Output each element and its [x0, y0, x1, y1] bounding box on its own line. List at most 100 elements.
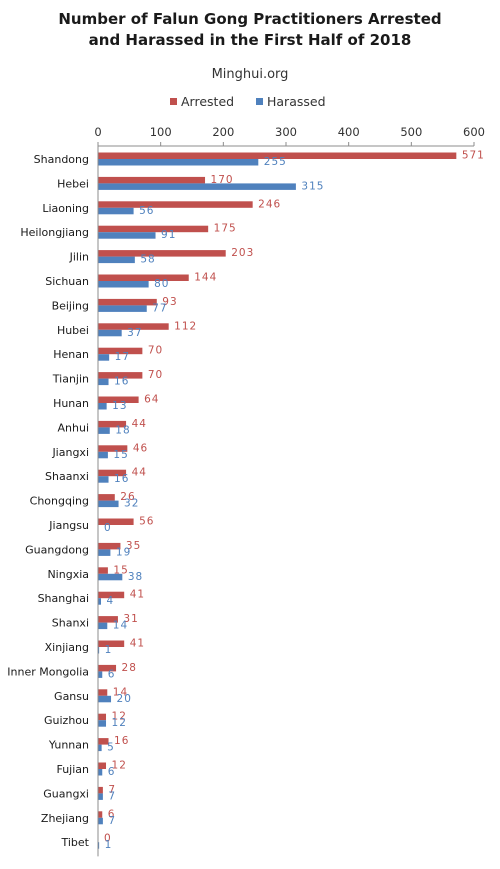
category-label: Beijing: [52, 299, 89, 312]
data-label-arrested: 64: [144, 394, 159, 406]
data-label-harassed: 7: [108, 815, 116, 827]
category-label: Anhui: [58, 421, 90, 434]
bar-arrested: [98, 201, 253, 208]
bar-arrested: [98, 347, 143, 355]
data-label-harassed: 20: [117, 693, 132, 705]
bar-arrested: [98, 176, 206, 184]
bar-harassed: [98, 354, 110, 361]
bar-arrested: [98, 323, 169, 330]
bar-arrested: [98, 811, 103, 818]
bar-arrested: [98, 689, 108, 696]
bar-arrested: [98, 274, 189, 281]
bar-harassed: [98, 281, 149, 288]
bar-harassed: [98, 549, 111, 556]
data-label-harassed: 12: [112, 717, 127, 729]
category-label: Liaoning: [42, 202, 89, 215]
bar-arrested: [98, 372, 143, 379]
data-label-arrested: 246: [258, 198, 281, 210]
category-label: Ningxia: [47, 568, 89, 581]
x-tick-label: 200: [212, 125, 234, 139]
data-label-arrested: 44: [132, 467, 147, 479]
category-label: Inner Mongolia: [7, 665, 89, 678]
bar-harassed: [98, 256, 135, 264]
category-label: Sichuan: [45, 275, 89, 288]
data-label-harassed: 15: [113, 449, 128, 461]
bar-harassed: [98, 695, 112, 703]
legend-label-arrested: Arrested: [181, 94, 234, 109]
bar-harassed: [98, 329, 122, 337]
x-axis: 0 100 200 300 400 500 600: [94, 125, 485, 147]
bar-arrested: [98, 494, 115, 501]
x-tick-label: 400: [338, 125, 360, 139]
category-label: Tianjin: [52, 373, 89, 386]
data-label-arrested: 203: [231, 247, 254, 259]
category-label: Jiangxi: [51, 446, 89, 459]
data-label-harassed: 14: [113, 620, 128, 632]
data-label-arrested: 41: [130, 638, 145, 650]
bars: 5712551703152465617591203581448093771123…: [98, 150, 485, 851]
category-label: Xinjiang: [45, 641, 89, 654]
bar-arrested: [98, 786, 103, 794]
bar-arrested: [98, 469, 127, 477]
data-label-harassed: 17: [115, 351, 130, 363]
bar-arrested: [98, 445, 128, 452]
bar-harassed: [98, 598, 102, 605]
data-label-harassed: 80: [154, 278, 169, 290]
data-label-arrested: 6: [108, 808, 116, 820]
x-tick-label: 600: [463, 125, 485, 139]
data-label-harassed: 13: [112, 400, 127, 412]
bar-harassed: [98, 451, 108, 459]
data-label-arrested: 12: [112, 760, 127, 772]
bar-harassed: [98, 573, 123, 581]
category-label: Shaanxi: [45, 470, 89, 483]
category-label: Guangdong: [25, 543, 89, 556]
bar-harassed: [98, 720, 107, 727]
bar-arrested: [98, 250, 226, 257]
data-label-harassed: 5: [107, 742, 115, 754]
data-label-harassed: 16: [114, 473, 129, 485]
bar-arrested: [98, 616, 118, 623]
data-label-arrested: 41: [130, 589, 145, 601]
bar-harassed: [98, 842, 100, 849]
y-axis: Shandong Hebei Liaoning Heilongjiang Jilin Si…: [7, 146, 99, 857]
bar-arrested: [98, 664, 117, 672]
bar-harassed: [98, 159, 259, 166]
bar-arrested: [98, 762, 107, 769]
data-label-harassed: 0: [104, 522, 112, 534]
bar-harassed: [98, 403, 107, 410]
bar-harassed: [98, 793, 103, 800]
x-tick-label: 500: [400, 125, 422, 139]
data-label-arrested: 144: [194, 272, 217, 284]
data-label-harassed: 1: [105, 644, 113, 656]
data-label-arrested: 571: [462, 150, 485, 162]
category-label: Shanghai: [38, 592, 89, 605]
chart-subtitle: Minghui.org: [212, 67, 289, 82]
bar-arrested: [98, 713, 107, 721]
category-label: Henan: [53, 348, 89, 361]
bar-arrested: [98, 518, 134, 525]
category-label: Guangxi: [43, 787, 89, 800]
category-label: Hunan: [53, 397, 89, 410]
legend: Arrested Harassed: [170, 94, 326, 109]
bar-arrested: [98, 591, 125, 599]
data-label-arrested: 26: [120, 491, 135, 503]
data-label-arrested: 56: [139, 516, 154, 528]
category-label: Tibet: [61, 836, 90, 849]
bar-harassed: [98, 232, 156, 239]
data-label-harassed: 16: [114, 376, 129, 388]
bar-harassed: [98, 647, 100, 654]
bar-arrested: [98, 738, 109, 745]
data-label-arrested: 28: [122, 662, 137, 674]
category-label: Jiangsu: [48, 519, 89, 532]
bar-arrested: [98, 542, 121, 550]
data-label-harassed: 18: [115, 424, 130, 436]
data-label-arrested: 46: [133, 442, 148, 454]
data-label-arrested: 70: [148, 345, 163, 357]
bar-harassed: [98, 427, 110, 434]
bar-harassed: [98, 476, 109, 483]
bar-harassed: [98, 671, 103, 678]
bar-harassed: [98, 744, 102, 752]
data-label-arrested: 14: [113, 686, 128, 698]
x-tick-label: 100: [150, 125, 172, 139]
